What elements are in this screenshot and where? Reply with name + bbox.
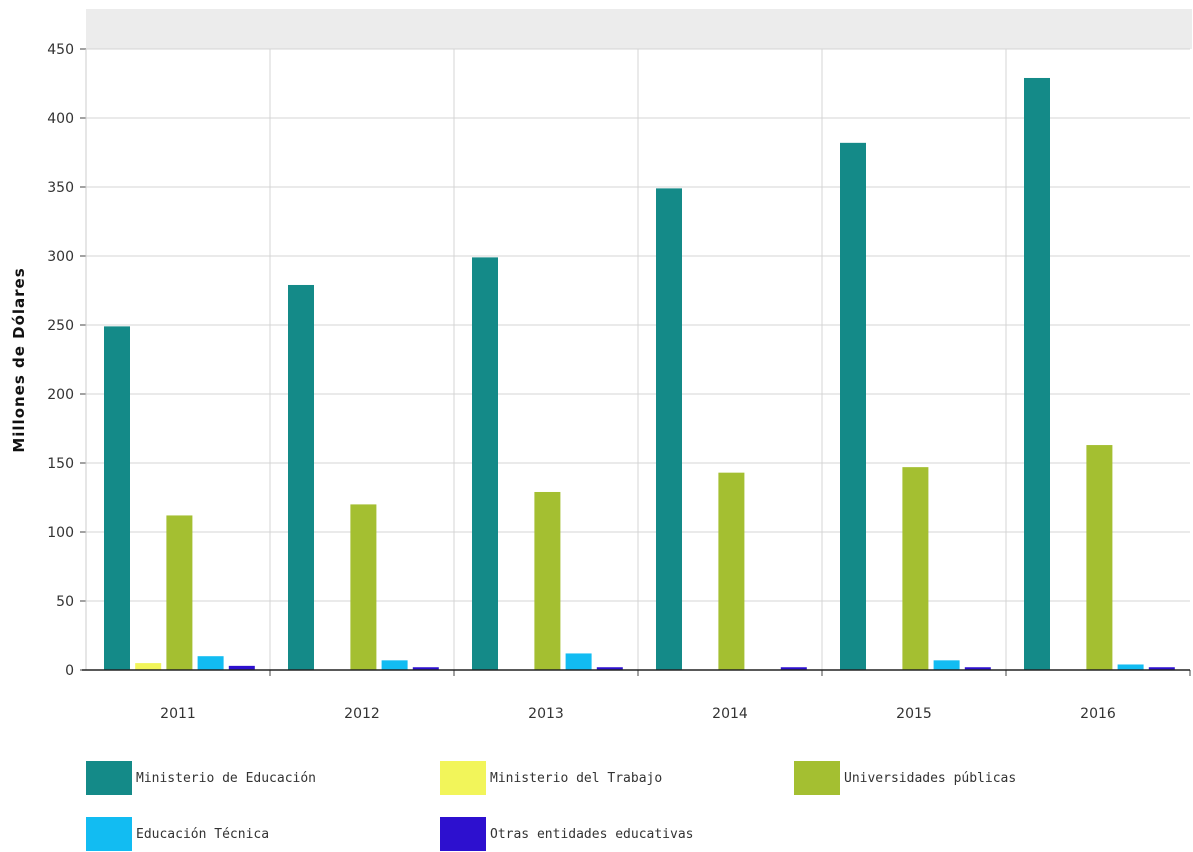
legend-item-educacion-tecnica[interactable]: Educación Técnica bbox=[86, 816, 269, 852]
bar[interactable] bbox=[381, 660, 408, 670]
bar[interactable] bbox=[472, 257, 498, 670]
bar[interactable] bbox=[166, 515, 193, 670]
bar[interactable] bbox=[933, 660, 960, 670]
y-tick-label: 400 bbox=[47, 111, 74, 127]
legend-label: Educación Técnica bbox=[136, 826, 270, 842]
legend-swatch bbox=[794, 761, 840, 795]
bar[interactable] bbox=[840, 142, 866, 671]
legend-label: Ministerio del Trabajo bbox=[490, 770, 663, 786]
x-tick-label: 2013 bbox=[528, 706, 564, 722]
legend-label: Ministerio de Educación bbox=[136, 770, 317, 786]
bar[interactable] bbox=[104, 326, 130, 670]
legend-swatch bbox=[440, 761, 486, 795]
x-axis-ticks: 2011 2012 2013 2014 2015 2016 bbox=[160, 670, 1191, 722]
bar[interactable] bbox=[1086, 445, 1113, 670]
legend-item-universidades-publicas[interactable]: Universidades públicas bbox=[794, 760, 1016, 796]
y-tick-label: 150 bbox=[47, 456, 74, 472]
grid-lines bbox=[86, 48, 1190, 670]
bar[interactable] bbox=[565, 653, 592, 670]
legend-label: Universidades públicas bbox=[844, 770, 1017, 786]
y-tick-label: 200 bbox=[47, 387, 74, 403]
bar[interactable] bbox=[534, 491, 561, 670]
bar[interactable] bbox=[197, 656, 224, 670]
bar[interactable] bbox=[135, 663, 162, 670]
bar[interactable] bbox=[1148, 667, 1175, 670]
bar[interactable] bbox=[412, 667, 439, 670]
y-tick-label: 0 bbox=[65, 663, 74, 679]
bar[interactable] bbox=[228, 665, 255, 670]
bar[interactable] bbox=[1024, 77, 1050, 671]
bar[interactable] bbox=[718, 472, 745, 670]
bar[interactable] bbox=[902, 467, 929, 670]
y-axis-title: Millones de Dólares bbox=[10, 267, 28, 452]
legend-label: Otras entidades educativas bbox=[490, 826, 694, 842]
y-tick-label: 50 bbox=[56, 594, 74, 610]
x-tick-label: 2011 bbox=[160, 706, 196, 722]
bar[interactable] bbox=[964, 667, 991, 670]
x-tick-label: 2015 bbox=[896, 706, 932, 722]
bar[interactable] bbox=[350, 504, 377, 670]
bar[interactable] bbox=[1117, 664, 1144, 670]
legend: Ministerio de Educación Ministerio del T… bbox=[86, 760, 1166, 851]
bars bbox=[104, 77, 1175, 671]
y-tick-label: 250 bbox=[47, 318, 74, 334]
bar[interactable] bbox=[656, 188, 682, 670]
legend-item-ministerio-educacion[interactable]: Ministerio de Educación bbox=[86, 760, 316, 796]
y-tick-label: 100 bbox=[47, 525, 74, 541]
legend-swatch bbox=[86, 817, 132, 851]
chart-top-band bbox=[86, 9, 1192, 49]
bar[interactable] bbox=[288, 284, 314, 670]
y-tick-label: 300 bbox=[47, 249, 74, 265]
y-tick-label: 450 bbox=[47, 42, 74, 58]
legend-swatch bbox=[86, 761, 132, 795]
legend-item-ministerio-trabajo[interactable]: Ministerio del Trabajo bbox=[440, 760, 662, 796]
legend-item-otras-entidades[interactable]: Otras entidades educativas bbox=[440, 816, 694, 852]
x-tick-label: 2016 bbox=[1080, 706, 1116, 722]
bar[interactable] bbox=[596, 667, 623, 670]
x-tick-label: 2012 bbox=[344, 706, 380, 722]
bar[interactable] bbox=[780, 667, 807, 670]
legend-swatch bbox=[440, 817, 486, 851]
y-axis-ticks: 0 50 100 150 200 250 300 350 400 450 bbox=[47, 42, 87, 679]
x-tick-label: 2014 bbox=[712, 706, 748, 722]
y-tick-label: 350 bbox=[47, 180, 74, 196]
